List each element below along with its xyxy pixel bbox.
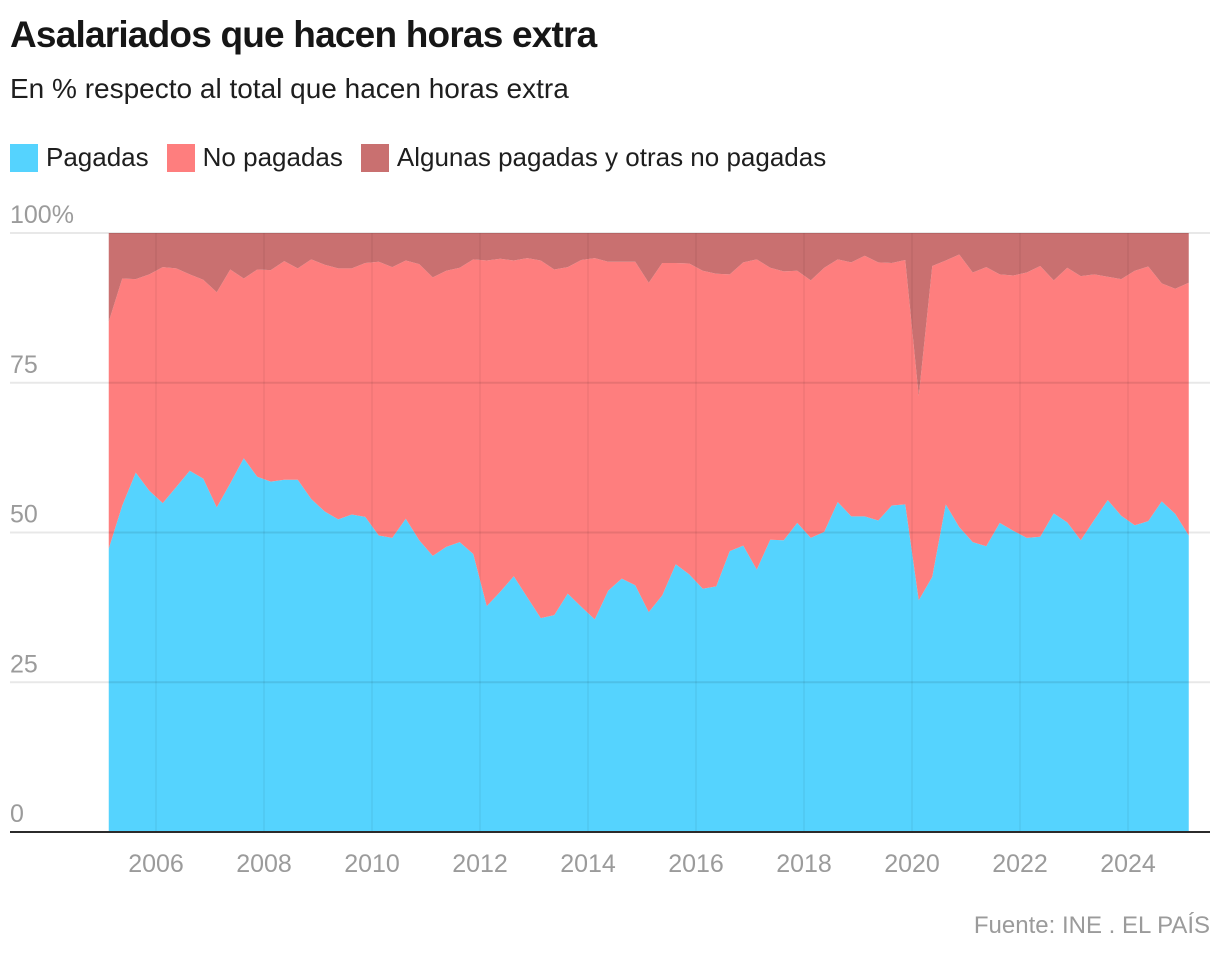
x-tick-label: 2018 [776,850,832,878]
y-tick-label: 75 [10,351,38,379]
area-pagadas [108,458,1189,832]
y-tick-label: 100% [10,201,74,229]
x-tick-label: 2012 [452,850,508,878]
legend-swatch-pagadas [10,143,38,172]
y-axis-labels: 0 25 50 75 100% [10,201,74,828]
area-no-pagadas [108,254,1189,620]
x-tick-label: 2022 [992,850,1048,878]
x-tick-label: 2024 [1100,850,1156,878]
vertical-gridlines [155,233,1129,832]
area-algunas-pagadas [108,233,1189,396]
y-tick-label: 25 [10,650,38,678]
legend-item-pagadas: Pagadas [10,142,149,173]
x-axis-labels: 2006 2008 2010 2012 2014 2016 2018 2020 2022 2024 [128,850,1156,878]
source-note: Fuente: INE . EL PAÍS [973,912,1210,939]
chart-title: Asalariados que hacen horas extra [10,14,597,55]
legend-item-algunas-pagadas: Algunas pagadas y otras no pagadas [360,142,827,173]
x-tick-label: 2020 [884,850,940,878]
x-tick-label: 2010 [344,850,400,878]
x-tick-label: 2016 [668,850,724,878]
legend-label-algunas-pagadas: Algunas pagadas y otras no pagadas [396,142,827,172]
x-tick-label: 2014 [560,850,616,878]
legend-item-no-pagadas: No pagadas [166,142,343,173]
area-layer [108,233,1189,832]
y-tick-label: 0 [10,800,24,828]
y-tick-label: 50 [10,501,38,529]
legend-swatch-algunas-pagadas [360,143,389,172]
legend-label-pagadas: Pagadas [46,142,149,172]
horizontal-gridlines [10,232,1210,684]
x-tick-label: 2008 [236,850,292,878]
legend: Pagadas No pagadas Algunas pagadas y otr… [10,142,826,173]
legend-label-no-pagadas: No pagadas [202,142,343,172]
x-tick-label: 2006 [128,850,184,878]
chart-subtitle: En % respecto al total que hacen horas e… [10,73,569,104]
legend-swatch-no-pagadas [166,143,195,172]
